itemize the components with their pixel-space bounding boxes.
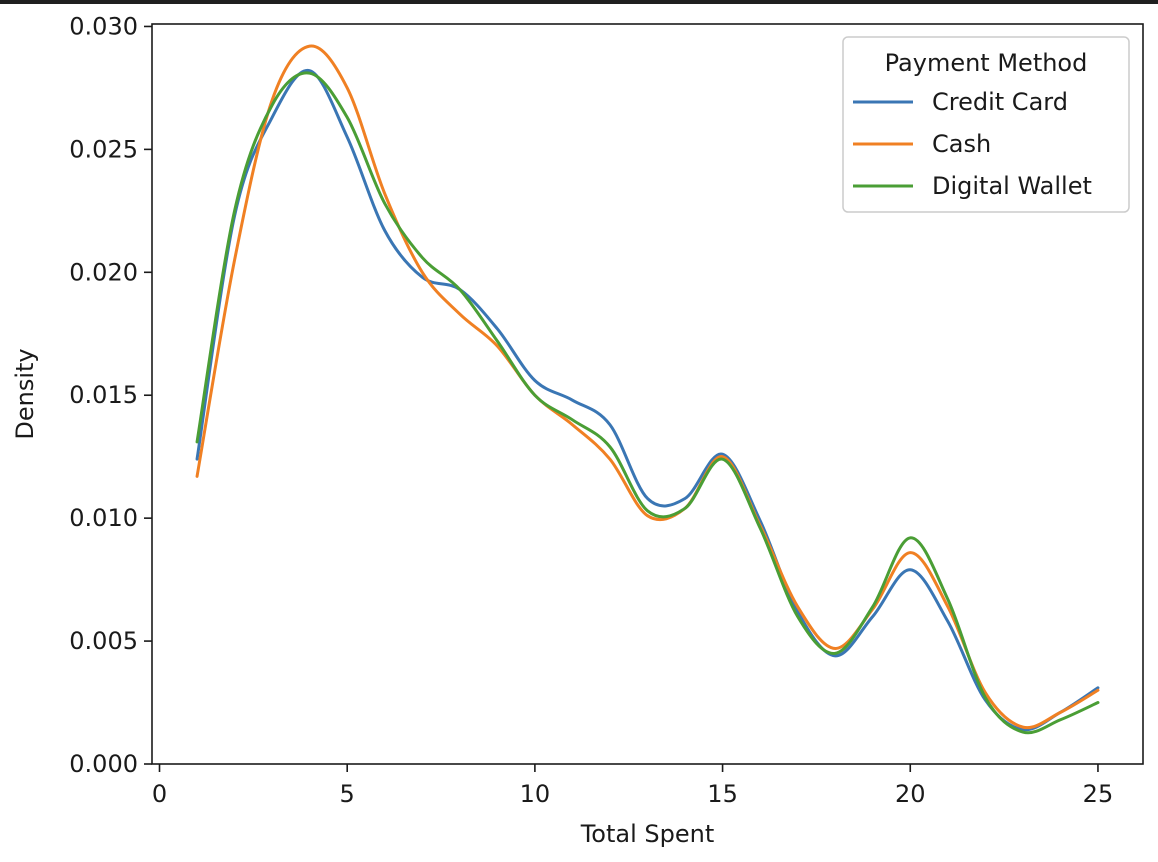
x-axis: 0 5 10 15 20 25 — [152, 764, 1113, 808]
x-tick-label: 0 — [152, 780, 167, 808]
y-axis: 0.000 0.005 0.010 0.015 0.020 0.025 0.030 — [69, 12, 152, 778]
legend-label-cash: Cash — [932, 130, 991, 158]
x-tick-label: 25 — [1083, 780, 1114, 808]
y-tick-label: 0.005 — [69, 627, 138, 655]
y-tick-label: 0.020 — [69, 258, 138, 286]
x-tick-label: 20 — [895, 780, 926, 808]
series-layer — [195, 44, 1100, 735]
x-axis-label: Total Spent — [580, 820, 715, 848]
y-tick-label: 0.015 — [69, 381, 138, 409]
legend-items: Credit Card Cash Digital Wallet — [853, 88, 1092, 200]
y-tick-label: 0.025 — [69, 135, 138, 163]
x-tick-label: 15 — [707, 780, 738, 808]
y-axis-label: Density — [11, 348, 39, 439]
legend-label-digital-wallet: Digital Wallet — [932, 172, 1092, 200]
legend-title: Payment Method — [885, 49, 1088, 77]
legend-label-credit-card: Credit Card — [932, 88, 1068, 116]
x-tick-label: 10 — [520, 780, 551, 808]
plot-frame — [151, 23, 1144, 765]
x-tick-label: 5 — [340, 780, 355, 808]
y-tick-label: 0.000 — [69, 750, 138, 778]
legend: Payment Method Credit Card Cash Digital Wa… — [842, 36, 1130, 213]
y-tick-label: 0.030 — [69, 12, 138, 40]
legend-box — [842, 36, 1130, 213]
series-line-cash — [195, 44, 1100, 730]
series-line-digital-wallet — [195, 71, 1100, 735]
top-border — [0, 0, 1158, 4]
y-tick-label: 0.010 — [69, 504, 138, 532]
